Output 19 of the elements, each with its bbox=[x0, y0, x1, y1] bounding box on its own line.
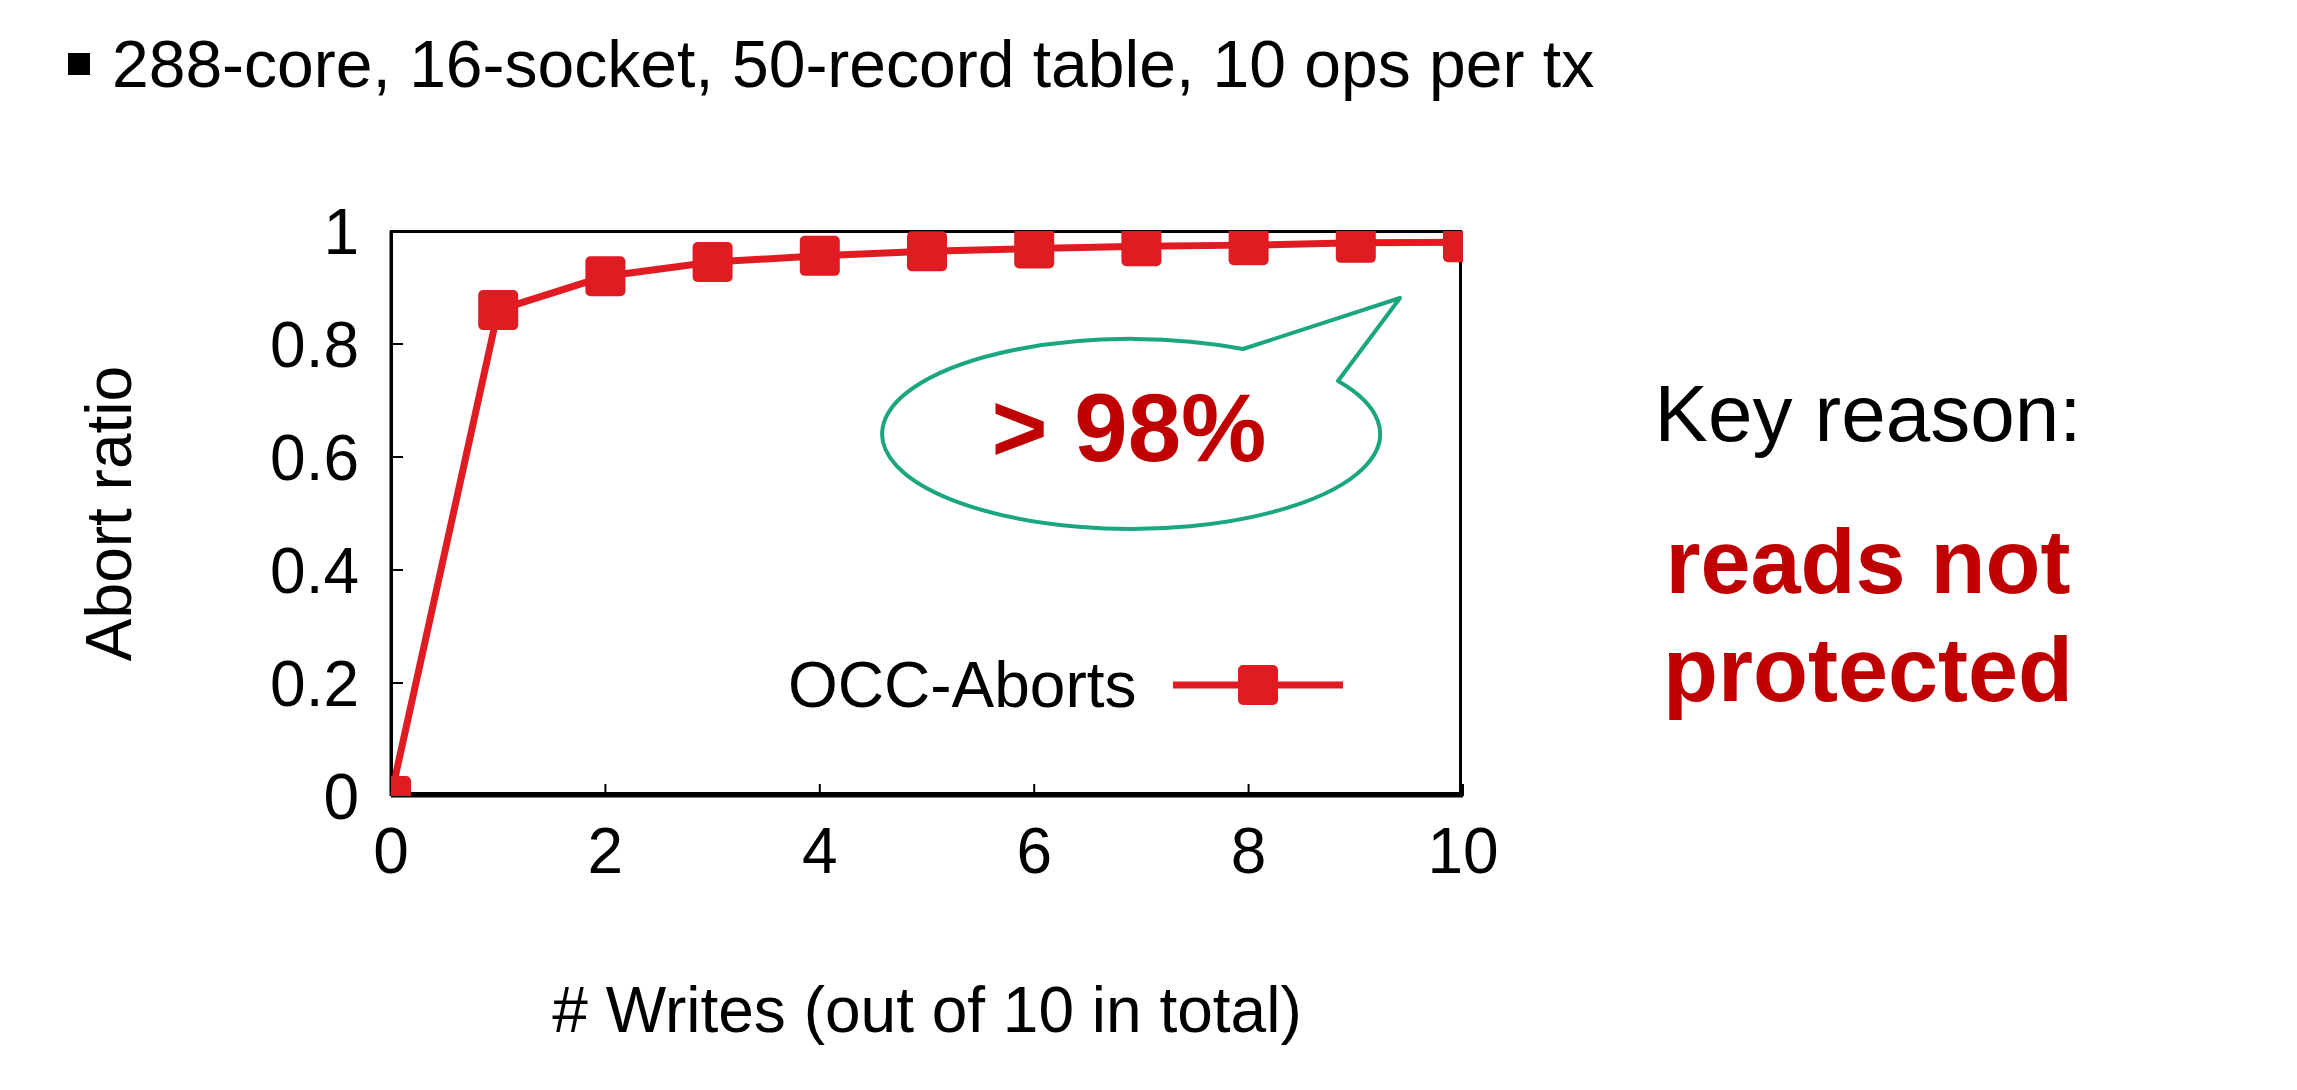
x-tick-label: 8 bbox=[1230, 815, 1267, 888]
y-tick-label: 1 bbox=[323, 195, 359, 268]
x-axis-title: # Writes (out of 10 in total) bbox=[551, 973, 1303, 1047]
annotation: > 98% bbox=[990, 373, 1268, 483]
y-tick-label: 0.8 bbox=[270, 308, 359, 381]
x-tick-label: 4 bbox=[802, 815, 838, 888]
x-tick-label: 2 bbox=[587, 815, 624, 888]
y-tick-label: 0.2 bbox=[270, 647, 359, 720]
y-axis-title: Abort ratio bbox=[72, 365, 145, 662]
x-tick-label: 6 bbox=[1016, 815, 1052, 888]
x-tick-label: 0 bbox=[373, 815, 409, 888]
y-tick-label: 0.6 bbox=[270, 421, 359, 494]
chart-title: 288-core, 16-socket, 50-record table, 10 ops per tx bbox=[112, 26, 1595, 102]
y-tick-label: 0.4 bbox=[270, 534, 359, 607]
legend-label: OCC-Aborts bbox=[788, 648, 1137, 722]
text: reads not protected bbox=[1661, 511, 2075, 722]
x-tick-label: 10 bbox=[1427, 815, 1499, 888]
text: Key reason: bbox=[1653, 368, 2083, 460]
y-tick-label: 0 bbox=[323, 760, 359, 833]
